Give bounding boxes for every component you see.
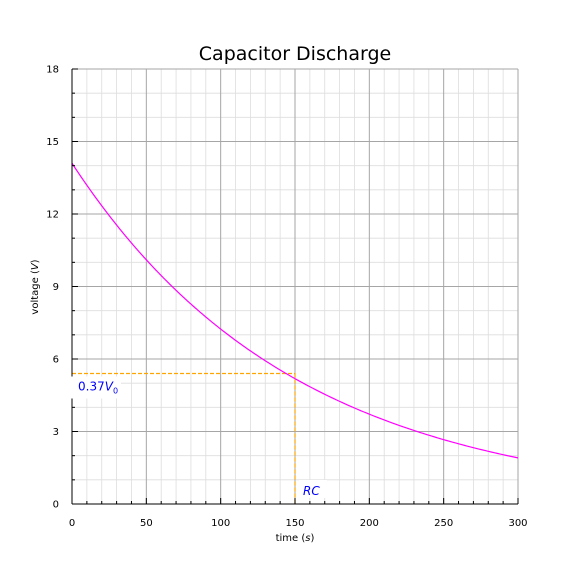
series-line xyxy=(71,162,519,459)
x-tick-label: 250 xyxy=(434,518,453,529)
chart-title: Capacitor Discharge xyxy=(199,43,391,65)
y-tick-label: 3 xyxy=(53,427,59,438)
annotation-rc-box xyxy=(299,480,327,498)
annotation-v037: 0.37V0 xyxy=(78,380,118,396)
y-axis-label: voltage (V) xyxy=(30,259,41,314)
y-tick-label: 12 xyxy=(46,210,59,221)
grid-major xyxy=(71,68,519,505)
x-tick-label: 150 xyxy=(285,518,304,529)
y-tick-label: 9 xyxy=(53,282,59,293)
reference-lines xyxy=(72,372,296,504)
y-tick-label: 0 xyxy=(53,500,59,511)
x-tick-label: 0 xyxy=(69,518,75,529)
y-tick-label: 6 xyxy=(53,355,59,366)
y-tick-label: 15 xyxy=(46,137,59,148)
x-tick-label: 50 xyxy=(140,518,153,529)
ticks xyxy=(71,68,519,505)
x-tick-label: 300 xyxy=(508,518,527,529)
x-tick-label: 100 xyxy=(211,518,230,529)
tick-labels: 0 50 100 150 200 250 300 0 3 6 9 12 15 18 xyxy=(46,65,527,530)
annotation-rc: RC xyxy=(303,484,320,498)
annotation-v037-box xyxy=(69,376,121,399)
x-axis-label: time (s) xyxy=(276,533,315,544)
x-tick-label: 200 xyxy=(360,518,379,529)
annotations: 0.37V0 RC xyxy=(69,376,327,498)
y-tick-label: 18 xyxy=(46,65,59,76)
